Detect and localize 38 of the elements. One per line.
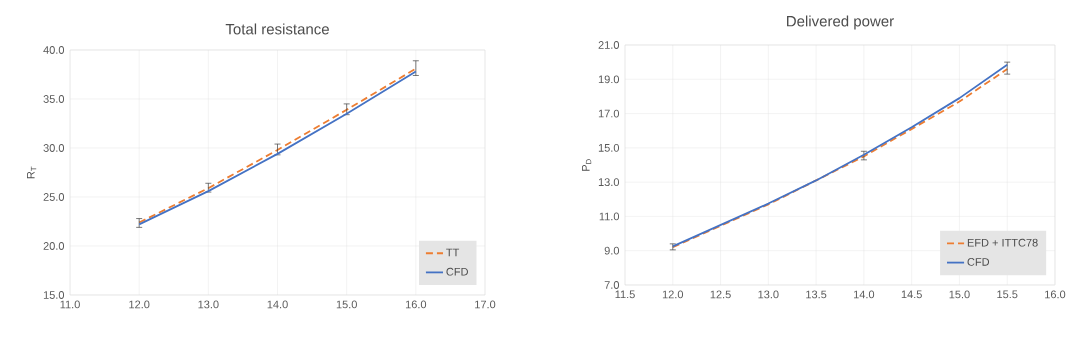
legend-label: CFD [967, 258, 990, 266]
x-tick-label: 16.0 [1045, 290, 1066, 299]
y-tick-label: 13.0 [598, 178, 620, 187]
x-tick-label: 13.5 [806, 290, 827, 299]
y-tick-label: 11.0 [599, 212, 620, 221]
y-tick-label: 20.0 [43, 242, 65, 250]
y-axis-title: P$_{D}$ [581, 159, 592, 171]
y-tick-label: 17.0 [598, 109, 620, 118]
y-tick-label: 35.0 [43, 95, 65, 103]
x-tick-label: 12.0 [129, 300, 150, 309]
y-tick-label: 21.0 [598, 41, 620, 49]
x-tick-label: 14.0 [854, 290, 875, 299]
y-tick-label: 25.0 [43, 193, 65, 201]
x-tick-label: 13.0 [758, 290, 779, 299]
y-tick-label: 40.0 [43, 46, 65, 54]
legend-label: CFD [446, 267, 468, 276]
x-tick-label: 17.0 [475, 300, 496, 309]
x-tick-label: 15.5 [997, 290, 1018, 299]
y-axis-title: R$_{T}$ [27, 166, 37, 179]
x-tick-label: 11.5 [615, 290, 635, 299]
x-tick-label: 12.5 [710, 290, 731, 299]
x-tick-label: 14.5 [901, 290, 922, 299]
x-tick-label: 13.0 [198, 300, 219, 309]
y-tick-label: 19.0 [598, 75, 620, 84]
legend-label: EFD + ITTC78 [967, 238, 1038, 247]
y-tick-label: 7.0 [604, 281, 620, 289]
x-tick-label: 11.0 [60, 300, 80, 309]
chart-title: Total resistance [225, 23, 329, 35]
x-tick-label: 16.0 [405, 300, 427, 309]
x-tick-label: 15.0 [336, 300, 357, 309]
x-tick-label: 12.0 [662, 290, 684, 299]
x-tick-label: 15.0 [949, 290, 970, 299]
y-tick-label: 30.0 [43, 144, 65, 152]
y-tick-label: 9.0 [604, 246, 620, 255]
y-tick-label: 15.0 [598, 143, 620, 152]
legend-label: TT [446, 248, 460, 257]
x-tick-label: 14.0 [267, 300, 288, 309]
chart-title: Delivered power [787, 15, 894, 30]
